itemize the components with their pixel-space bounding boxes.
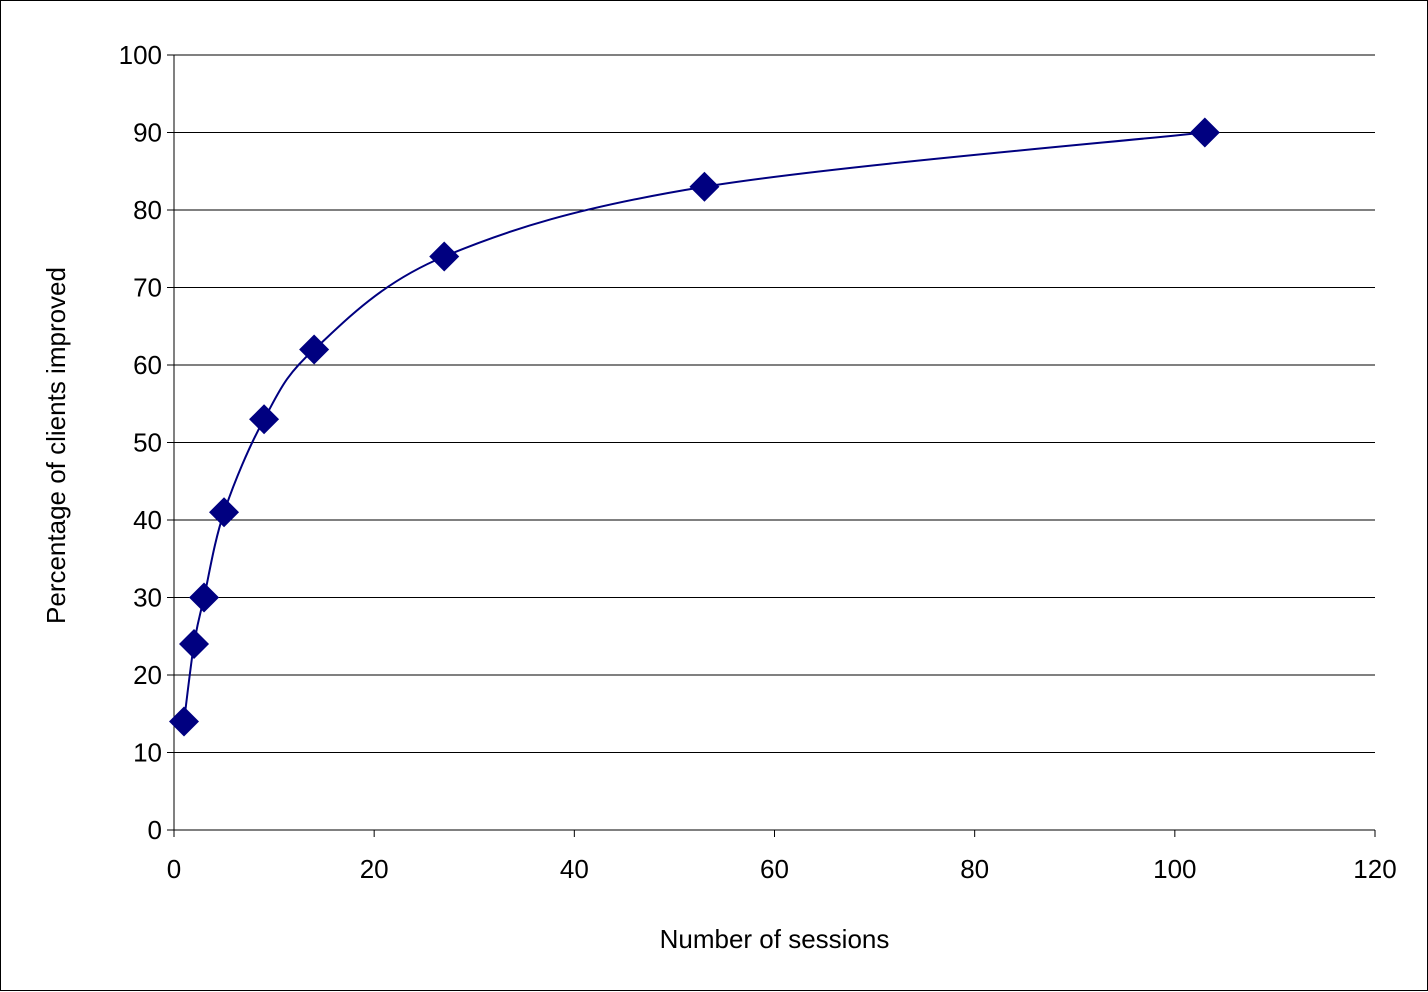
x-tick-label: 20 [360, 854, 389, 884]
y-tick-label: 50 [133, 428, 162, 458]
data-point-marker [209, 497, 240, 528]
y-tick-label: 0 [148, 815, 162, 845]
x-axis-title: Number of sessions [660, 924, 890, 954]
y-tick-label: 100 [119, 40, 162, 70]
data-point-marker [179, 629, 210, 659]
y-tick-label: 20 [133, 660, 162, 690]
data-point-marker [299, 334, 330, 365]
y-tick-label: 60 [133, 350, 162, 380]
x-tick-label: 0 [167, 854, 181, 884]
data-point-marker [249, 404, 280, 435]
x-tick-label: 60 [760, 854, 789, 884]
x-tick-label: 40 [560, 854, 589, 884]
y-tick-label: 70 [133, 273, 162, 303]
data-point-marker [189, 582, 220, 613]
x-tick-label: 80 [960, 854, 989, 884]
data-point-marker [169, 706, 200, 737]
grid-lines [174, 54, 1375, 753]
series-line [183, 131, 1205, 722]
axes [167, 54, 1376, 837]
data-point-marker [1189, 117, 1220, 148]
data-point-marker [429, 241, 460, 272]
tick-labels: 0 10 20 30 40 50 60 70 80 90 100 0 20 40 60 80 100 120 [119, 40, 1397, 884]
y-tick-label: 30 [133, 583, 162, 613]
y-tick-label: 80 [133, 195, 162, 225]
y-tick-label: 90 [133, 118, 162, 148]
y-axis-title: Percentage of clients improved [41, 267, 71, 624]
x-tick-label: 100 [1153, 854, 1196, 884]
y-tick-label: 10 [133, 738, 162, 768]
x-tick-label: 120 [1353, 854, 1396, 884]
y-tick-label: 40 [133, 505, 162, 535]
data-series [169, 117, 1220, 737]
data-point-marker [689, 171, 720, 202]
